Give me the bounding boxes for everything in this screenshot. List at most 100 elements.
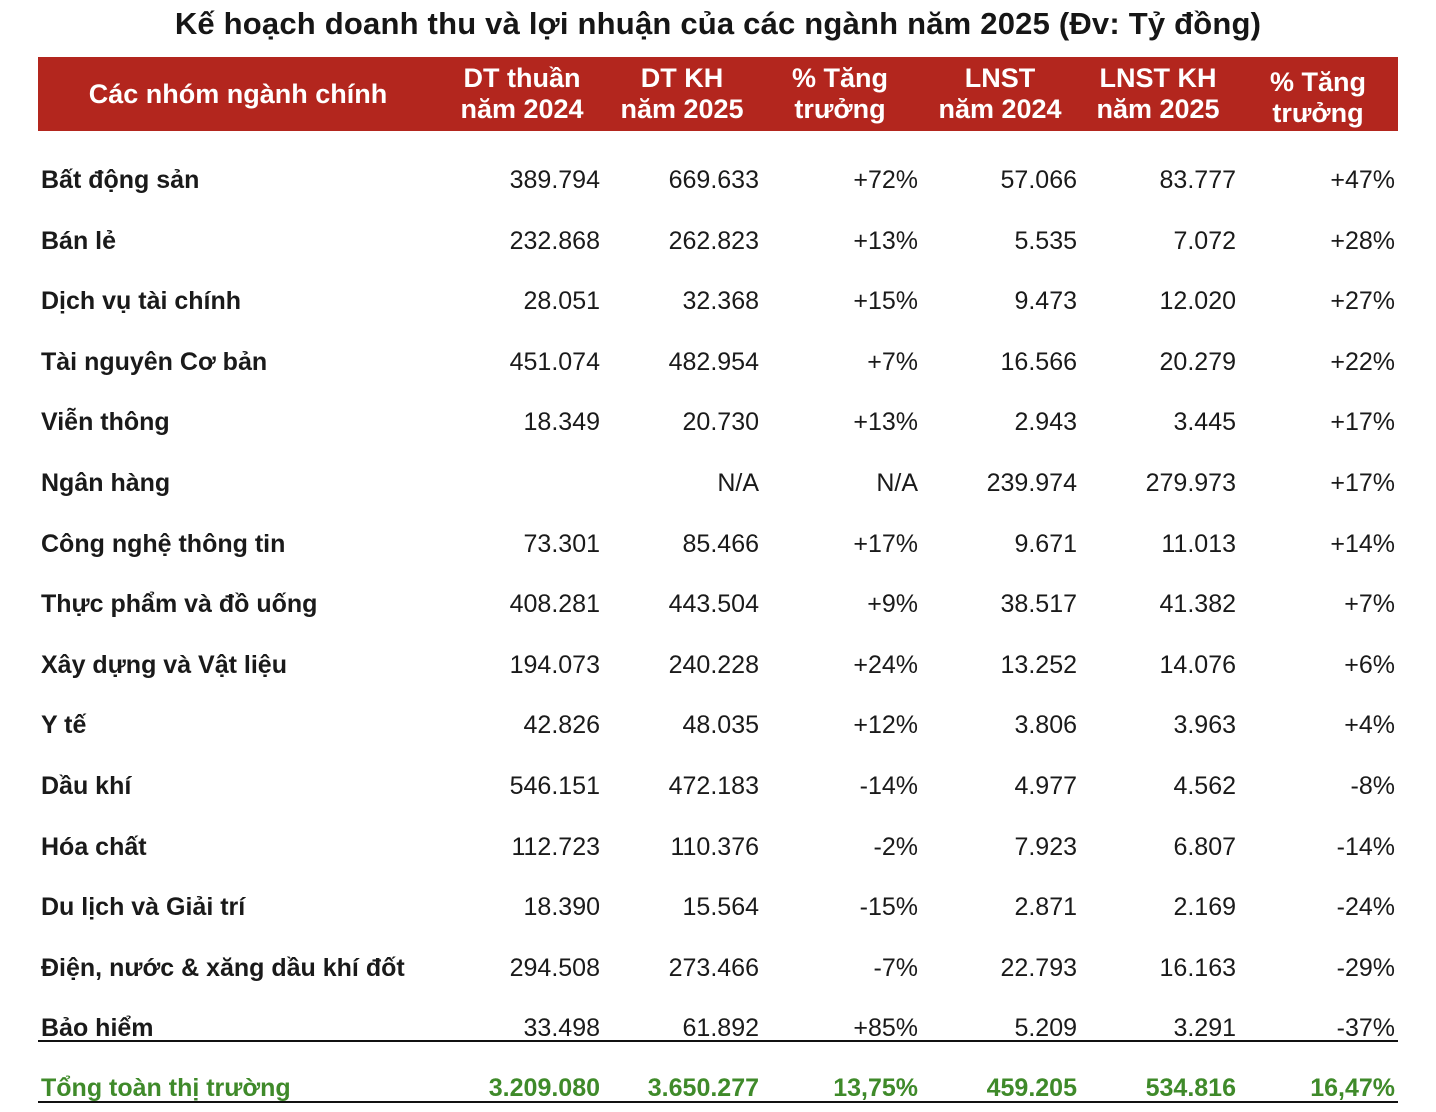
profit-growth: +6% [1344, 651, 1395, 679]
profit-2024: 2.943 [1014, 408, 1077, 436]
industry-name: Tài nguyên Cơ bản [41, 348, 268, 376]
table-row: Tài nguyên Cơ bản 451.074 482.954 +7% 16.566… [38, 342, 1398, 382]
profit-2024: 22.793 [1000, 954, 1077, 982]
table-title: Kế hoạch doanh thu và lợi nhuận của các … [174, 6, 1262, 41]
revenue-2024: 18.349 [523, 408, 600, 436]
industry-name: Du lịch và Giải trí [41, 893, 246, 921]
revenue-growth: +17% [853, 530, 918, 558]
profit-plan-2025: 279.973 [1145, 469, 1236, 497]
profit-plan-2025: 11.013 [1161, 530, 1236, 558]
header-industry-group: Các nhóm ngành chính [88, 78, 388, 109]
profit-plan-2025: 83.777 [1159, 166, 1236, 194]
header-revenue-2024: DT thuần năm 2024 [460, 63, 584, 124]
revenue-2024: 73.301 [523, 530, 600, 558]
revenue-2024: 194.073 [509, 651, 600, 679]
revenue-2024: 389.794 [509, 166, 600, 194]
industry-name: Dịch vụ tài chính [41, 287, 242, 315]
revenue-plan-2025: 48.035 [682, 711, 759, 739]
revenue-growth: +7% [867, 348, 918, 376]
table-row: Xây dựng và Vật liệu 194.073 240.228 +24% 13… [38, 645, 1398, 685]
revenue-plan-2025: 61.892 [682, 1014, 759, 1042]
table-row: Ngân hàng N/A N/A 239.974 279.973 +17% [38, 463, 1398, 503]
profit-growth: +28% [1330, 227, 1395, 255]
header-profit-plan-2025: LNST KH năm 2025 [1096, 63, 1220, 124]
revenue-2024 [438, 463, 600, 503]
profit-2024: 13.252 [1000, 651, 1077, 679]
profit-plan-2025: 14.076 [1159, 651, 1236, 679]
profit-growth: -24% [1336, 893, 1395, 921]
industry-name: Điện, nước & xăng dầu khí đốt [41, 954, 405, 982]
profit-2024: 4.977 [1014, 772, 1077, 800]
profit-2024: 2.871 [1014, 893, 1077, 921]
profit-plan-2025: 4.562 [1173, 772, 1236, 800]
profit-2024: 9.473 [1014, 287, 1077, 315]
profit-growth: +14% [1330, 530, 1395, 558]
profit-growth: +17% [1330, 469, 1395, 497]
profit-2024: 38.517 [1000, 590, 1077, 618]
total-label: Tổng toàn thị trường [41, 1074, 291, 1102]
total-bottom-rule [38, 1101, 1398, 1103]
revenue-plan-2025: 20.730 [682, 408, 759, 436]
profit-growth: +7% [1344, 590, 1395, 618]
total-top-rule [38, 1040, 1398, 1042]
revenue-2024: 232.868 [509, 227, 600, 255]
profit-2024: 5.535 [1014, 227, 1077, 255]
revenue-growth: +13% [853, 227, 918, 255]
profit-plan-2025: 3.963 [1173, 711, 1236, 739]
profit-plan-2025: 3.291 [1173, 1014, 1236, 1042]
total-profit-plan-2025: 534.816 [1145, 1074, 1236, 1102]
profit-plan-2025: 41.382 [1159, 590, 1236, 618]
industry-name: Công nghệ thông tin [41, 530, 286, 558]
revenue-2024: 546.151 [509, 772, 600, 800]
profit-growth: +22% [1330, 348, 1395, 376]
header-revenue-plan-2025: DT KH năm 2025 [620, 63, 744, 124]
revenue-growth: +15% [853, 287, 918, 315]
revenue-growth: +13% [853, 408, 918, 436]
revenue-2024: 408.281 [509, 590, 600, 618]
revenue-2024: 112.723 [511, 833, 600, 861]
profit-2024: 16.566 [1000, 348, 1077, 376]
revenue-2024: 28.051 [523, 287, 600, 315]
table-row: Bảo hiểm 33.498 61.892 +85% 5.209 3.291 -37% [38, 1008, 1398, 1048]
revenue-growth: -7% [873, 954, 918, 982]
industry-name: Dầu khí [41, 772, 132, 800]
profit-plan-2025: 3.445 [1173, 408, 1236, 436]
industry-name: Bất động sản [41, 166, 200, 194]
table-header: Các nhóm ngành chính DT thuần năm 2024 DT… [38, 57, 1398, 131]
revenue-growth: +24% [853, 651, 918, 679]
total-profit-growth: 16,47% [1310, 1074, 1395, 1102]
revenue-2024: 18.390 [523, 893, 600, 921]
revenue-growth: -15% [859, 893, 918, 921]
table-row: Hóa chất 112.723 110.376 -2% 7.923 6.807 -14% [38, 827, 1398, 867]
revenue-plan-2025: 85.466 [682, 530, 759, 558]
profit-growth: +17% [1330, 408, 1395, 436]
profit-plan-2025: 2.169 [1173, 893, 1236, 921]
revenue-plan-2025: 240.228 [668, 651, 759, 679]
profit-growth: +47% [1330, 166, 1395, 194]
header-profit-2024: LNST năm 2024 [938, 63, 1062, 124]
industry-name: Viễn thông [41, 408, 170, 436]
total-profit-2024: 459.205 [986, 1074, 1077, 1102]
industry-name: Y tế [41, 711, 87, 739]
profit-2024: 9.671 [1014, 530, 1077, 558]
table-row: Dầu khí 546.151 472.183 -14% 4.977 4.562 -8% [38, 766, 1398, 806]
profit-growth: -8% [1350, 772, 1395, 800]
table-row: Viễn thông 18.349 20.730 +13% 2.943 3.445 +17% [38, 402, 1398, 442]
revenue-plan-2025: 669.633 [668, 166, 759, 194]
profit-growth: -14% [1336, 833, 1395, 861]
revenue-plan-2025: 262.823 [668, 227, 759, 255]
profit-2024: 7.923 [1014, 833, 1077, 861]
industry-name: Ngân hàng [41, 469, 171, 497]
revenue-plan-2025: 443.504 [668, 590, 759, 618]
revenue-plan-2025: N/A [717, 469, 759, 497]
revenue-plan-2025: 32.368 [682, 287, 759, 315]
profit-growth: -37% [1336, 1014, 1395, 1042]
profit-2024: 3.806 [1014, 711, 1077, 739]
table-row: Điện, nước & xăng dầu khí đốt 294.508 273.… [38, 948, 1398, 988]
industry-name: Xây dựng và Vật liệu [41, 651, 287, 679]
profit-2024: 5.209 [1014, 1014, 1077, 1042]
total-revenue-growth: 13,75% [833, 1074, 918, 1102]
industry-name: Hóa chất [41, 833, 147, 861]
profit-plan-2025: 16.163 [1159, 954, 1236, 982]
profit-2024: 57.066 [1000, 166, 1077, 194]
